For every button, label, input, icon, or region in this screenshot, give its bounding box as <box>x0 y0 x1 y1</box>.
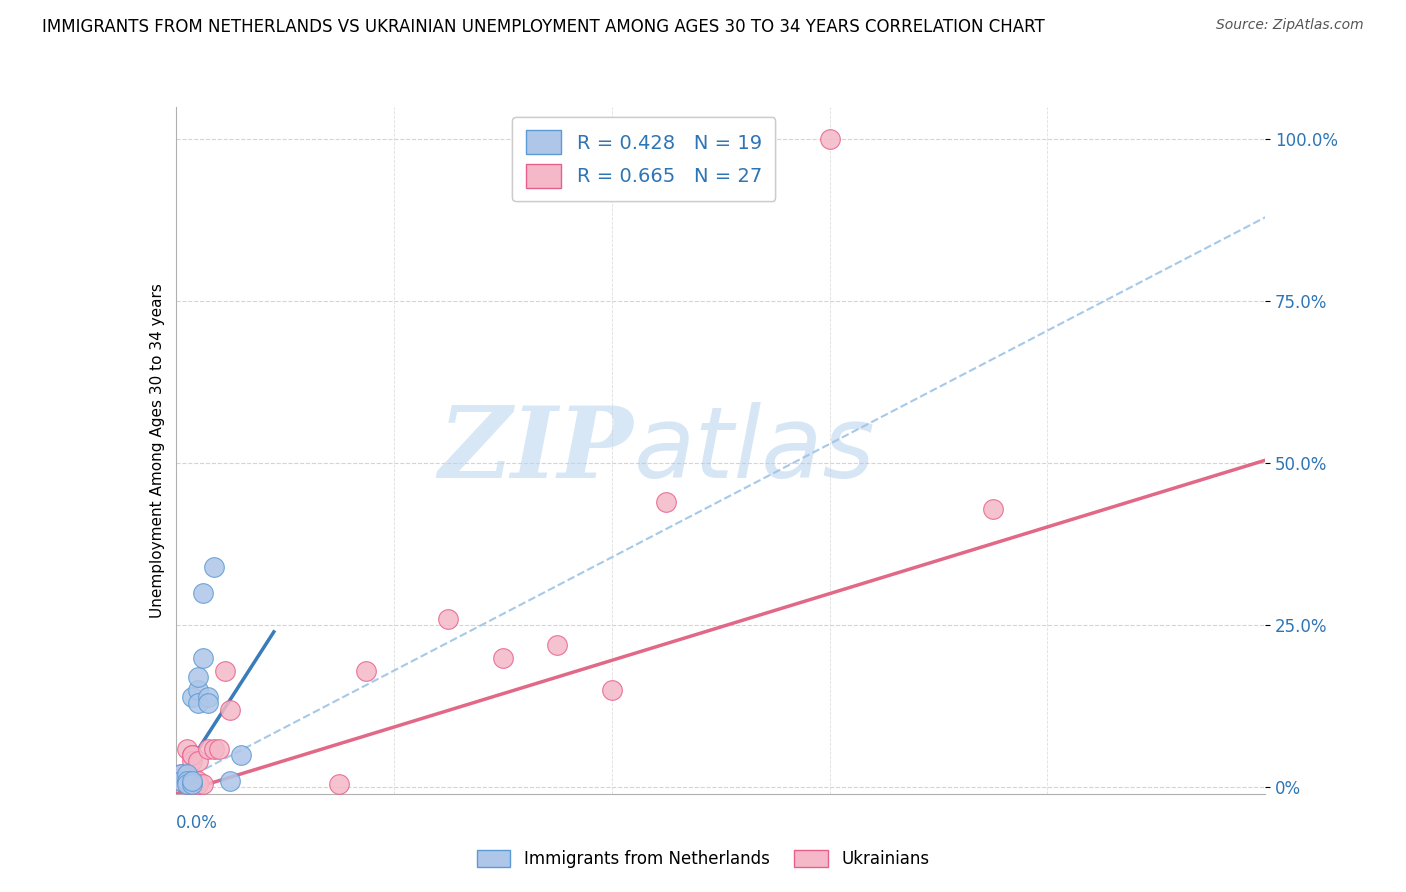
Point <box>492 650 515 665</box>
Point <box>231 747 253 762</box>
Point <box>328 777 350 791</box>
Point <box>176 741 198 756</box>
Point <box>181 747 204 762</box>
Text: 0.0%: 0.0% <box>176 814 218 832</box>
Legend: Immigrants from Netherlands, Ukrainians: Immigrants from Netherlands, Ukrainians <box>470 843 936 875</box>
Point <box>600 683 623 698</box>
Point <box>818 132 841 146</box>
Point <box>176 773 198 788</box>
Point <box>181 777 204 791</box>
Point <box>356 664 378 678</box>
Point <box>191 777 214 791</box>
Point <box>186 777 209 791</box>
Point <box>176 777 198 791</box>
Point <box>170 773 193 788</box>
Point <box>176 773 198 788</box>
Point <box>202 560 225 574</box>
Point <box>170 773 193 788</box>
Point <box>437 612 460 626</box>
Point <box>214 664 236 678</box>
Point <box>186 755 209 769</box>
Point <box>186 670 209 684</box>
Point <box>208 741 231 756</box>
Point <box>170 767 193 781</box>
Point <box>186 683 209 698</box>
Point <box>219 703 242 717</box>
Point <box>181 777 204 791</box>
Point <box>181 690 204 704</box>
Point <box>197 690 219 704</box>
Point <box>197 696 219 710</box>
Text: atlas: atlas <box>633 402 875 499</box>
Point <box>181 773 204 788</box>
Legend: R = 0.428   N = 19, R = 0.665   N = 27: R = 0.428 N = 19, R = 0.665 N = 27 <box>512 117 775 202</box>
Point <box>202 741 225 756</box>
Y-axis label: Unemployment Among Ages 30 to 34 years: Unemployment Among Ages 30 to 34 years <box>149 283 165 618</box>
Point <box>191 586 214 600</box>
Point <box>186 773 209 788</box>
Point <box>176 767 198 781</box>
Point <box>186 696 209 710</box>
Point <box>176 777 198 791</box>
Point <box>191 650 214 665</box>
Point <box>197 741 219 756</box>
Point <box>219 773 242 788</box>
Point <box>181 755 204 769</box>
Point <box>170 767 193 781</box>
Point <box>181 747 204 762</box>
Point <box>176 773 198 788</box>
Text: ZIP: ZIP <box>439 402 633 499</box>
Point <box>981 501 1004 516</box>
Point <box>655 495 678 509</box>
Text: IMMIGRANTS FROM NETHERLANDS VS UKRAINIAN UNEMPLOYMENT AMONG AGES 30 TO 34 YEARS : IMMIGRANTS FROM NETHERLANDS VS UKRAINIAN… <box>42 18 1045 36</box>
Point <box>546 638 568 652</box>
Text: Source: ZipAtlas.com: Source: ZipAtlas.com <box>1216 18 1364 32</box>
